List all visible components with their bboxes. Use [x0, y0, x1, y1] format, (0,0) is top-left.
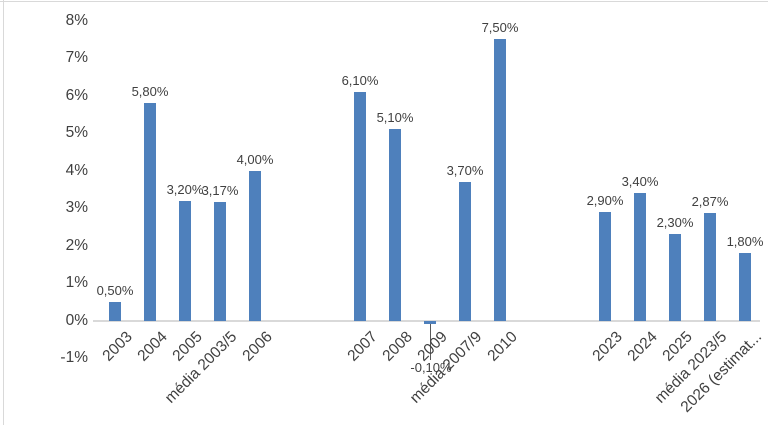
x-axis-category-label: 2003	[98, 328, 136, 365]
bar	[459, 181, 471, 321]
bar-value-label: 2,90%	[586, 192, 624, 208]
y-axis-tick-label: 1%	[65, 274, 88, 291]
bar-value-label: 6,10%	[341, 72, 379, 88]
bar-value-label: 7,50%	[481, 20, 519, 36]
y-axis-tick-label: 0%	[65, 311, 88, 329]
bar-value-label: 2,87%	[691, 193, 729, 209]
bar	[599, 211, 611, 321]
y-axis-tick-label: 2%	[65, 236, 88, 254]
bar	[179, 200, 191, 321]
bar-value-label: 3,20%	[166, 181, 204, 197]
window-edge-left	[3, 0, 4, 425]
bar-value-label: 5,80%	[131, 84, 169, 99]
bar	[109, 301, 121, 321]
bar-value-label: 3,70%	[446, 162, 484, 178]
bar-value-label: 4,00%	[236, 151, 274, 167]
bar	[669, 234, 681, 321]
bar-value-label: 5,10%	[376, 110, 414, 126]
bar	[389, 129, 401, 321]
x-axis-category-label: 2007	[343, 328, 381, 365]
bar	[354, 91, 366, 321]
y-axis-tick-label: -1%	[60, 349, 88, 366]
y-axis-tick-label: 6%	[65, 86, 88, 104]
x-axis-category-label: 2024	[623, 328, 661, 365]
label-leader-line	[430, 324, 431, 360]
y-axis-tick-label: 5%	[65, 124, 88, 141]
bar-value-label: 1,80%	[726, 234, 764, 249]
x-axis-category-label: 2023	[588, 328, 626, 365]
window-edge-top	[0, 1, 768, 2]
x-axis-category-label: 2006	[238, 328, 276, 365]
bar	[424, 320, 436, 325]
y-axis-tick-label: 7%	[65, 49, 88, 66]
bar-value-label: 0,50%	[96, 282, 134, 298]
y-axis-tick-label: 8%	[65, 11, 88, 29]
bar	[214, 201, 226, 321]
y-axis-tick-label: 3%	[65, 199, 88, 216]
bar	[494, 39, 506, 321]
x-axis-category-label: 2010	[483, 328, 521, 365]
bar	[144, 103, 156, 321]
bar	[739, 253, 751, 321]
bar	[634, 193, 646, 321]
bar	[704, 212, 716, 321]
bar-value-label: 3,40%	[621, 174, 659, 189]
bar-value-label: 2,30%	[656, 215, 694, 231]
bar	[249, 170, 261, 321]
bar-value-label: 3,17%	[201, 182, 239, 198]
x-axis-category-label: 2004	[133, 328, 171, 365]
y-axis-tick-label: 4%	[65, 161, 88, 179]
bar-value-label: -0,10%	[410, 360, 452, 375]
